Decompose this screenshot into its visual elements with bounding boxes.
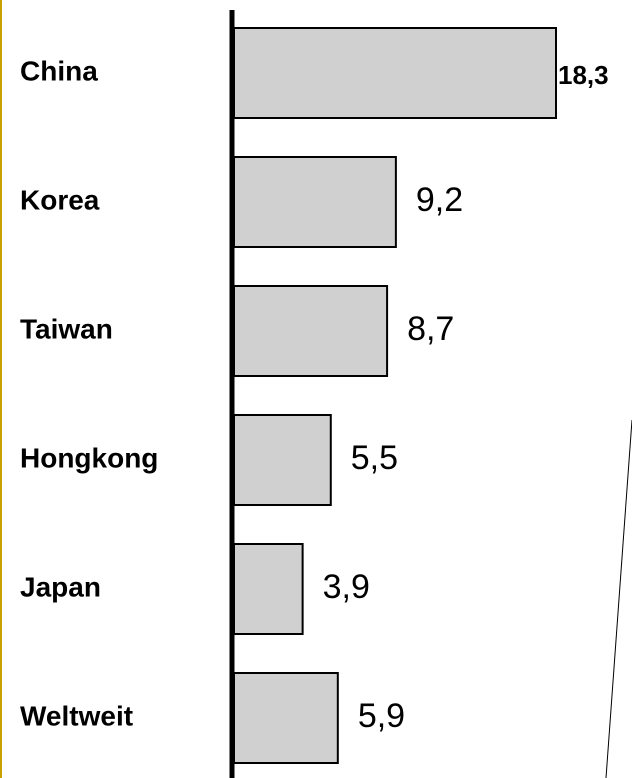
callout-line: [605, 419, 632, 778]
category-labels-group: China Korea Taiwan Hongkong Japan Weltweit: [20, 55, 158, 731]
value-label-taiwan: 8,7: [407, 310, 454, 348]
category-label-china: China: [20, 55, 98, 86]
value-label-weltweit: 5,9: [358, 697, 405, 735]
category-label-taiwan: Taiwan: [20, 313, 113, 344]
category-label-japan: Japan: [20, 571, 101, 602]
value-label-china: 18,3: [558, 60, 609, 90]
value-label-hongkong: 5,5: [351, 439, 398, 477]
category-label-korea: Korea: [20, 184, 100, 215]
bar-korea: [233, 156, 397, 248]
bar-china: [233, 27, 557, 119]
bar-taiwan: [233, 285, 389, 377]
category-label-weltweit: Weltweit: [20, 700, 133, 731]
bar-japan: [233, 543, 304, 635]
bar-hongkong: [233, 414, 332, 506]
bar-weltweit: [233, 672, 339, 764]
value-labels-group: 18,3 9,2 8,7 5,5 3,9 5,9: [323, 60, 609, 735]
value-label-korea: 9,2: [416, 181, 463, 219]
value-label-japan: 3,9: [323, 568, 370, 606]
bars-group: [233, 27, 557, 764]
category-label-hongkong: Hongkong: [20, 442, 158, 473]
